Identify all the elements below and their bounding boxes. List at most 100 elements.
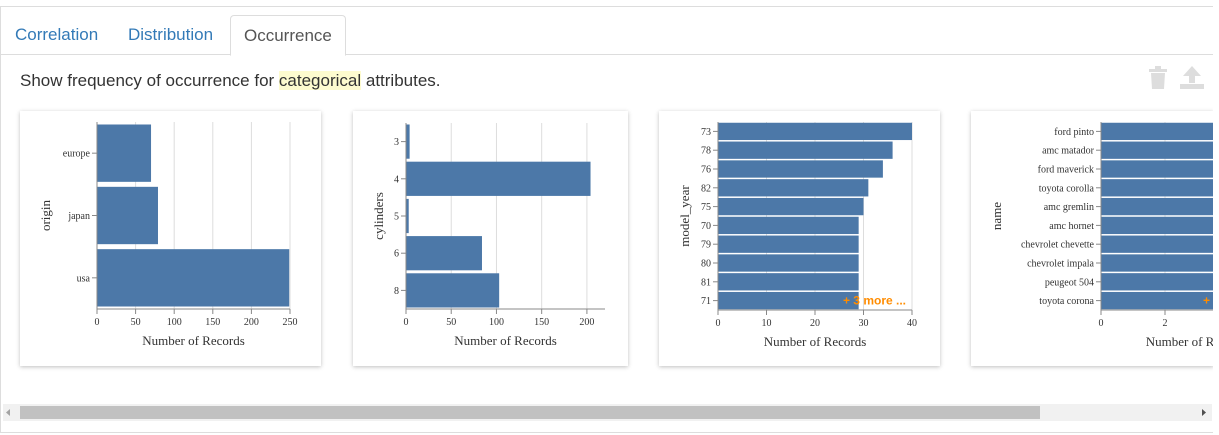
bar [718, 179, 869, 197]
bar [406, 236, 482, 271]
y-tick-label: 81 [701, 277, 711, 288]
tab[interactable]: Occurrence [230, 15, 346, 56]
y-axis-label: model_year [677, 185, 692, 247]
x-tick-label: 100 [167, 317, 182, 328]
y-tick-label: 82 [701, 183, 711, 194]
x-tick-label: 50 [446, 317, 456, 328]
bar [1101, 273, 1213, 291]
y-tick-label: 5 [394, 212, 399, 223]
bar [718, 141, 893, 159]
y-tick-label: 70 [701, 221, 711, 232]
bar [1101, 141, 1213, 159]
bar [1101, 122, 1213, 141]
description-text: Show frequency of occurrence for [20, 71, 279, 90]
bar [718, 291, 859, 310]
bar [1101, 179, 1213, 197]
toolbar-icons [1149, 66, 1204, 89]
bar [1101, 291, 1213, 310]
bar [1101, 216, 1213, 235]
x-tick-label: 200 [244, 317, 259, 328]
y-tick-label: amc matador [1042, 146, 1095, 157]
y-tick-label: 71 [701, 296, 711, 307]
x-tick-label: 200 [579, 317, 594, 328]
x-tick-label: 0 [404, 317, 409, 328]
bar [97, 124, 152, 182]
y-tick-label: 75 [701, 202, 711, 213]
x-axis-label: Number of Records [142, 333, 245, 348]
bar [1101, 235, 1213, 253]
y-tick-label: toyota corolla [1039, 183, 1095, 194]
y-tick-label: amc hornet [1049, 221, 1094, 232]
bar [718, 122, 912, 141]
chart: 0 50 100 150 200 3 4 5 6 8 Number of Records cylind… [371, 123, 605, 348]
chart-card: 0 50 100 150 200 3 4 5 6 8 Number of Records cylind… [353, 111, 628, 366]
tab[interactable]: Correlation [15, 25, 99, 44]
y-tick-label: 4 [394, 174, 399, 185]
tab[interactable]: Distribution [128, 25, 214, 44]
bar [97, 249, 290, 307]
x-tick-label: 40 [907, 318, 917, 329]
y-tick-label: japan [67, 211, 90, 222]
x-tick-label: 0 [1099, 318, 1104, 329]
x-tick-label: 10 [762, 318, 772, 329]
chart: 0 10 20 30 40 73 78 76 82 75 70 79 80 81 71 Number of R… [677, 122, 917, 349]
x-tick-label: 20 [810, 318, 820, 329]
tab-bar: Correlation Distribution Occurrence [1, 7, 1213, 56]
y-tick-label: 79 [701, 240, 711, 251]
upload-icon[interactable] [1180, 66, 1204, 89]
bar [718, 273, 859, 291]
description-text: attributes. [361, 71, 441, 90]
bar [97, 186, 158, 245]
bar [406, 198, 409, 234]
y-tick-label: europe [63, 149, 91, 160]
chart-card: 0 50 100 150 200 250 europe japan usa Number of R… [20, 111, 321, 366]
bar [406, 124, 410, 159]
panel: Correlation Distribution Occurrence Show… [0, 6, 1213, 433]
x-tick-label: 250 [283, 317, 298, 328]
x-tick-label: 30 [859, 318, 869, 329]
x-tick-label: 0 [95, 317, 100, 328]
y-tick-label: 80 [701, 259, 711, 270]
scrollbar[interactable] [3, 404, 1212, 421]
x-axis-label: Number of Records [454, 333, 557, 348]
bar [1101, 197, 1213, 216]
bar [718, 197, 864, 216]
y-tick-label: 8 [394, 286, 399, 297]
bar [1101, 160, 1213, 178]
y-tick-label: chevrolet chevette [1021, 240, 1095, 251]
x-tick-label: 0 [716, 318, 721, 329]
y-tick-label: ford pinto [1054, 127, 1094, 138]
description-highlight: categorical [278, 71, 362, 90]
x-tick-label: 2 [1163, 318, 1168, 329]
bar [406, 273, 500, 308]
y-axis-label: origin [38, 199, 53, 231]
x-tick-label: 150 [534, 317, 549, 328]
y-tick-label: peugeot 504 [1045, 277, 1094, 288]
y-axis-label: cylinders [371, 192, 386, 240]
bar [718, 235, 859, 253]
x-tick-label: 100 [489, 317, 504, 328]
bar [718, 160, 883, 178]
annotation: + 3 more ... [843, 294, 906, 308]
bar [718, 216, 859, 235]
y-tick-label: toyota corona [1039, 296, 1094, 307]
x-tick-label: 50 [131, 317, 141, 328]
y-axis-label: name [989, 202, 1004, 230]
chart: 0 50 100 150 200 250 europe japan usa Number of R… [38, 122, 298, 348]
y-tick-label: 3 [394, 137, 399, 148]
trash-icon[interactable] [1149, 66, 1167, 89]
bar [1101, 254, 1213, 272]
description: Show frequency of occurrence for categor… [20, 71, 441, 91]
y-tick-label: chevrolet impala [1027, 259, 1094, 270]
y-tick-label: amc gremlin [1044, 202, 1094, 213]
scrollbar-graphic [6, 406, 1206, 419]
chart-card: 0 10 20 30 40 73 78 76 82 75 70 79 80 81 71 Number of R… [659, 111, 940, 366]
x-axis-label: Number of Records [1146, 334, 1213, 349]
y-tick-label: ford maverick [1038, 165, 1094, 176]
y-tick-label: 73 [701, 127, 711, 138]
y-tick-label: usa [77, 273, 91, 284]
x-axis-label: Number of Records [764, 334, 867, 349]
